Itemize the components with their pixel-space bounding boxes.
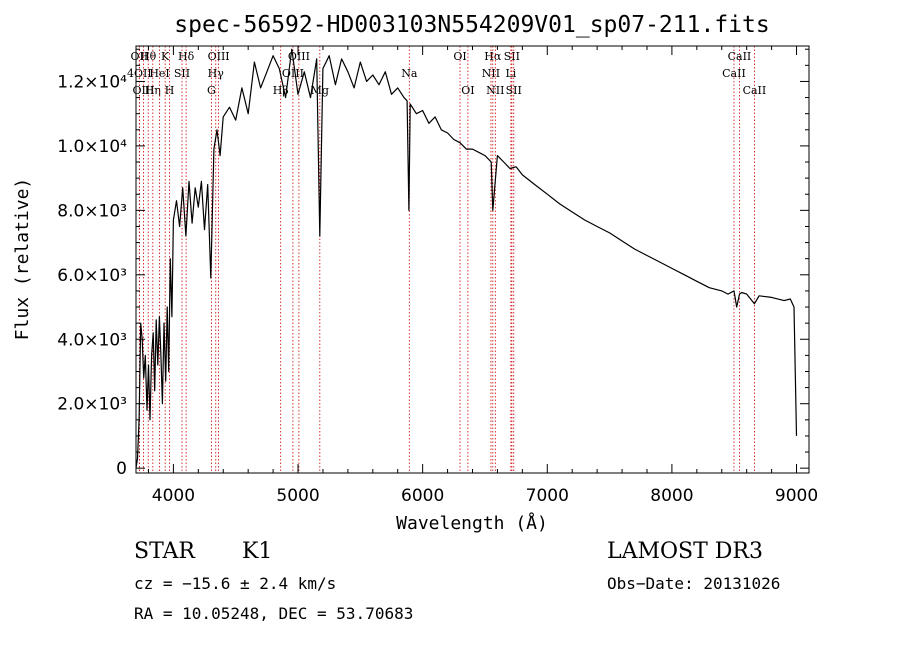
marker-label: SII: [506, 84, 522, 97]
marker-label: OI: [453, 50, 466, 63]
marker-label: NII: [486, 84, 504, 97]
x-tick-label: 4000: [152, 486, 195, 506]
y-tick-label: 1.2×10⁴: [57, 72, 127, 92]
y-axis: 0 2.0×10³ 4.0×10³ 6.0×10³ 8.0×10³ 1.0×10⁴ 1.2×…: [57, 48, 809, 479]
marker-label: NII: [482, 67, 500, 80]
y-axis-label: Flux (relative): [12, 178, 33, 341]
y-tick-label: 8.0×10³: [57, 201, 127, 221]
marker-label: OIII: [132, 84, 154, 97]
marker-label: Hγ: [208, 67, 225, 80]
y-tick-label: 6.0×10³: [57, 266, 127, 286]
spectrum-line: [135, 48, 798, 469]
marker-label: SII: [174, 67, 190, 80]
spectrum-chart: spec-56592-HD003103N554209V01_sp07-211.f…: [12, 12, 818, 534]
x-tick-label: 7000: [526, 486, 569, 506]
redshift-line: cz = −15.6 ± 2.4 km/s: [134, 574, 337, 593]
x-axis-label: Wavelength (Å): [396, 512, 548, 534]
object-class: STAR: [134, 539, 195, 564]
y-tick-label: 1.0×10⁴: [57, 137, 127, 157]
marker-label: 4OII: [127, 67, 152, 80]
marker-label: Li: [505, 67, 516, 80]
marker-label: SII: [504, 50, 520, 63]
plot-frame: [135, 45, 810, 474]
marker-label: Hη: [145, 84, 161, 97]
x-tick-label: 6000: [401, 486, 444, 506]
marker-label: H: [165, 84, 175, 97]
y-tick-label: 0: [116, 459, 127, 479]
x-tick-label: 8000: [650, 486, 693, 506]
x-tick-label: 5000: [276, 486, 319, 506]
survey-name: LAMOST DR3: [607, 539, 763, 564]
marker-label: Mg: [311, 84, 329, 97]
marker-label: K: [161, 50, 170, 63]
y-tick-label: 4.0×10³: [57, 330, 127, 350]
marker-label: OIII: [208, 50, 230, 63]
marker-label: CaII: [743, 84, 767, 97]
object-subclass: K1: [242, 539, 273, 564]
marker-label: Hα: [484, 50, 502, 63]
marker-label: CaII: [722, 67, 746, 80]
marker-label: Hδ: [178, 50, 195, 63]
marker-label: Na: [401, 67, 418, 80]
obs-date: Obs−Date: 20131026: [607, 574, 781, 593]
coords-line: RA = 10.05248, DEC = 53.70683: [134, 604, 414, 623]
chart-title: spec-56592-HD003103N554209V01_sp07-211.f…: [174, 12, 769, 38]
x-axis: 4000 5000 6000 7000 8000 9000: [147, 46, 818, 506]
marker-label: OI: [461, 84, 474, 97]
marker-label: CaII: [728, 50, 752, 63]
marker-label: OIII: [282, 67, 304, 80]
y-tick-label: 2.0×10³: [57, 395, 127, 415]
x-tick-label: 9000: [775, 486, 818, 506]
marker-label: HeI: [149, 67, 169, 80]
marker-label: G: [207, 84, 216, 97]
